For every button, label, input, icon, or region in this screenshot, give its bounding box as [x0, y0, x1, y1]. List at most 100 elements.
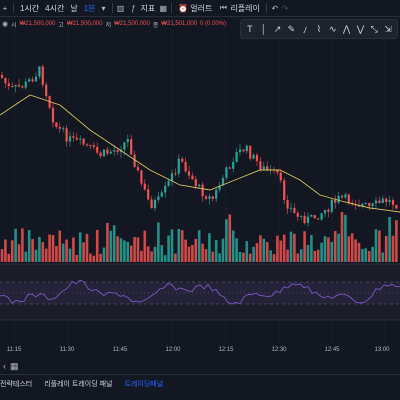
tab-strategy-tester[interactable]: 전략테스터: [0, 380, 33, 388]
volume-bar: [333, 230, 337, 262]
volume-bar: [68, 248, 72, 262]
volume-bar: [262, 238, 266, 262]
candle-body: [0, 75, 4, 78]
tab-replay-trading-panel[interactable]: 리플레이 트레이딩 패널: [44, 380, 113, 388]
eye-icon[interactable]: ◉: [2, 21, 9, 28]
pen-icon[interactable]: ✎: [287, 23, 296, 34]
candle-body: [313, 215, 316, 219]
ruler-icon[interactable]: ⤡: [370, 23, 378, 34]
volume-bar: [395, 220, 398, 262]
volume-bar: [72, 237, 75, 262]
top-toolbar: + 1시간 4시간 날 1분 ▾ ▥ ƒ 지표 ▦ ⏰ 얼러트 ⏮ 리플레이 ↶…: [0, 0, 400, 17]
expand-icon[interactable]: ⇲: [384, 23, 392, 34]
volume-bar: [0, 249, 4, 262]
volume-bar: [344, 214, 347, 262]
volume-bar: [126, 241, 130, 262]
volume-bar: [293, 233, 296, 262]
arrow-icon[interactable]: ↗: [273, 23, 282, 34]
volume-bar: [10, 240, 14, 262]
undo-icon[interactable]: ↶: [271, 3, 279, 13]
drawing-toolbar: T │ ↗ ✎ ﾉ ⌇ ∿ ⋀ ⋁ ⤡ ⇲: [240, 19, 398, 39]
volume-bar: [174, 253, 177, 262]
candle-body: [140, 170, 143, 184]
candles-icon[interactable]: ▥: [116, 3, 125, 13]
candle-body: [194, 179, 197, 187]
timeframe-day[interactable]: 날: [70, 3, 78, 13]
candle-body: [153, 200, 157, 209]
volume-bar: [14, 228, 17, 262]
volume-bar: [231, 230, 235, 262]
candle-body: [170, 173, 174, 181]
candle-body: [276, 169, 279, 173]
candle-body: [191, 175, 194, 180]
highlighter-icon[interactable]: ⌇: [316, 23, 322, 34]
brush-icon[interactable]: ﾉ: [302, 24, 308, 35]
divider: [265, 3, 267, 13]
tab-trading-panel[interactable]: 트레이딩패널: [124, 380, 164, 388]
volume-bar: [34, 249, 38, 262]
timeframe-4h[interactable]: 4시간: [45, 3, 65, 13]
candle-body: [45, 84, 48, 97]
timeframe-1h[interactable]: 1시간: [20, 3, 40, 13]
candle-body: [167, 180, 170, 186]
candle-body: [323, 209, 327, 214]
path-icon[interactable]: ⋀: [342, 23, 351, 34]
candle-body: [317, 218, 320, 220]
volume-bar: [61, 243, 65, 262]
candle-body: [238, 149, 242, 152]
divider: [171, 3, 173, 13]
calendar-icon[interactable]: ▦: [10, 360, 19, 371]
curve-icon[interactable]: ∿: [329, 23, 337, 34]
candle-body: [11, 86, 14, 88]
candle-body: [123, 142, 126, 150]
volume-bar: [41, 242, 45, 262]
indicators-button[interactable]: ƒ 지표: [126, 3, 159, 14]
candle-body: [198, 184, 201, 187]
candle-body: [378, 200, 381, 203]
volume-bar: [82, 242, 85, 262]
chevron-down-icon[interactable]: ▾: [101, 3, 106, 13]
plus-icon[interactable]: +: [2, 3, 8, 13]
time-label: 11:30: [59, 347, 75, 353]
time-label: 11:45: [112, 347, 128, 353]
volume-bar: [129, 245, 133, 262]
candle-body: [368, 202, 371, 207]
text-tool-icon[interactable]: T: [247, 24, 253, 34]
chevron-left-icon[interactable]: ‹: [3, 361, 6, 371]
templates-icon[interactable]: ▦: [159, 3, 168, 13]
polyline-icon[interactable]: ⋁: [356, 23, 365, 34]
alert-button[interactable]: ⏰ 얼러트: [175, 3, 215, 14]
candle-body: [75, 137, 78, 140]
volume-bar: [384, 236, 388, 262]
high-label: 고: [58, 22, 64, 29]
volume-bar: [194, 238, 198, 262]
moving-average-line: [0, 94, 400, 213]
volume-bar: [38, 236, 41, 262]
redo-icon[interactable]: ↷: [281, 3, 289, 13]
volume-bar: [191, 245, 194, 262]
high-value: ₩21,500,000: [66, 21, 103, 27]
timeframe-1m[interactable]: 1분: [83, 3, 96, 13]
candle-body: [164, 185, 167, 193]
candle-body: [181, 158, 184, 162]
candle-body: [374, 200, 378, 204]
candle-body: [72, 136, 75, 138]
candle-body: [102, 149, 106, 157]
candle-body: [85, 144, 89, 146]
candle-body: [344, 194, 347, 198]
volume-bar: [99, 253, 102, 262]
horizontal-line-icon[interactable]: │: [260, 24, 267, 34]
time-label: 12:30: [271, 347, 287, 353]
volume-bar: [347, 236, 351, 262]
bottom-strip: [0, 392, 400, 400]
volume-bar: [136, 237, 140, 262]
volume-bar: [357, 242, 361, 262]
replay-button[interactable]: ⏮ 리플레이: [215, 3, 262, 14]
candle-body: [381, 198, 384, 203]
price-chart[interactable]: [0, 30, 400, 344]
candle-body: [133, 154, 136, 167]
volume-bar: [177, 228, 181, 262]
close-value: ₩21,501,000: [161, 21, 198, 27]
open-label: 시: [11, 22, 17, 29]
